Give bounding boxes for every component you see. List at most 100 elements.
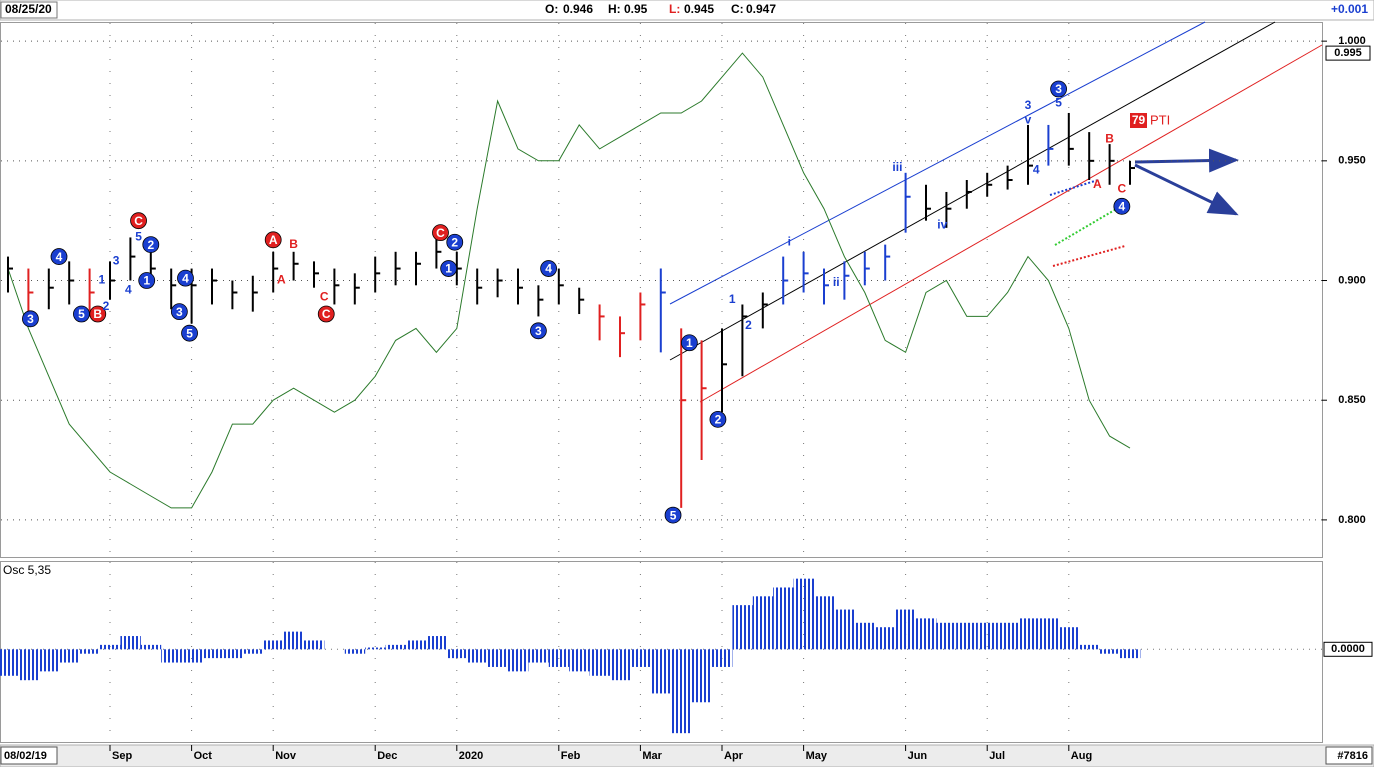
upper-channel <box>669 21 1206 305</box>
y-tick-label: 0.800 <box>1338 514 1366 526</box>
wave-label: 5 <box>135 230 142 244</box>
osc-bar <box>467 649 488 663</box>
wave-label: 3 <box>176 305 183 319</box>
wave-label: ii <box>833 275 840 289</box>
wave-label: 2 <box>147 238 154 252</box>
y-tick-label: 1.000 <box>1338 35 1366 47</box>
wave-label: 3 <box>113 254 120 268</box>
y-tick-label: 0.850 <box>1338 394 1366 406</box>
wave-label: B <box>289 237 298 251</box>
open-value: 0.946 <box>563 2 593 16</box>
pti-box <box>1130 113 1147 128</box>
wave-circle <box>440 260 458 277</box>
osc-bar <box>79 649 100 654</box>
osc-bar <box>630 649 651 667</box>
x-tick-label: Mar <box>642 750 662 762</box>
wave-label: 4 <box>56 250 63 264</box>
wave-circle <box>664 506 682 524</box>
wave-label: A <box>1093 177 1102 191</box>
wave-circle <box>22 310 39 328</box>
last-price-box <box>1325 45 1371 61</box>
osc-bar <box>263 640 284 650</box>
pti-label: PTI <box>1150 112 1170 127</box>
wave-label: 1 <box>445 262 452 276</box>
osc-bar <box>814 596 835 650</box>
osc-bar <box>1018 618 1039 650</box>
start-date-box <box>0 746 58 765</box>
osc-bar <box>977 622 998 650</box>
x-tick-label: Jun <box>908 750 928 762</box>
wave-label: C <box>134 214 143 228</box>
bar-count: #7816 <box>1337 750 1368 762</box>
wave-label: 2 <box>745 318 752 332</box>
osc-bar <box>691 649 712 703</box>
osc-bar <box>508 649 529 672</box>
projection-blue <box>1049 179 1099 196</box>
wave-circle <box>89 305 107 323</box>
price-panel <box>0 22 1323 558</box>
osc-bar <box>1038 618 1059 650</box>
wave-circle <box>170 303 188 321</box>
wave-label: C <box>320 289 329 303</box>
wave-circle <box>50 248 68 265</box>
wave-label: 2 <box>103 299 110 313</box>
osc-bar <box>732 605 753 650</box>
wave-circle <box>709 410 727 428</box>
wave-label: 5 <box>186 326 193 340</box>
osc-bar <box>446 649 468 659</box>
header-change: +0.001 <box>1331 2 1368 16</box>
wave-label: 2 <box>451 235 458 249</box>
wave-label: 5 <box>78 307 85 321</box>
x-tick-label: Jul <box>989 750 1005 762</box>
wave-label: 4 <box>125 282 132 296</box>
osc-bar <box>365 647 386 650</box>
osc-bar <box>1058 627 1080 650</box>
wave-circle <box>138 272 156 289</box>
wave-label: 5 <box>670 508 677 522</box>
projection-green <box>1054 207 1119 246</box>
wave-label: v <box>1025 112 1032 126</box>
osc-bar <box>304 640 325 650</box>
lower-channel <box>699 44 1323 403</box>
wave-label: 1 <box>729 292 736 306</box>
wave-label: iii <box>892 160 902 174</box>
wave-label: C <box>322 307 331 321</box>
x-tick-label: Feb <box>561 750 581 762</box>
wave-label: C <box>1118 182 1127 196</box>
osc-bar <box>140 644 162 650</box>
osc-bar <box>997 622 1018 650</box>
wave-label: i <box>788 234 791 248</box>
wave-label: A <box>277 273 286 287</box>
close-label: C: <box>731 2 744 16</box>
x-tick-label: Aug <box>1071 750 1092 762</box>
osc-bar <box>181 649 202 663</box>
wave-label: B <box>93 307 102 321</box>
wave-label: A <box>269 233 278 247</box>
osc-bar <box>202 649 223 659</box>
wave-label: 3 <box>27 312 34 326</box>
wave-circle <box>181 324 198 342</box>
osc-bar <box>936 622 957 650</box>
oscillator-title: Osc 5,35 <box>3 563 51 577</box>
wave-label: 4 <box>1033 163 1040 177</box>
osc-bar <box>38 649 60 672</box>
osc-bar <box>406 640 427 650</box>
osc-bar <box>712 649 733 667</box>
last-price-label: 0.995 <box>1334 47 1362 59</box>
osc-bar <box>916 618 937 650</box>
osc-bar <box>1120 649 1141 659</box>
wave-circle <box>432 224 449 242</box>
y-tick-label: 0.950 <box>1338 155 1366 167</box>
osc-bar <box>548 649 570 667</box>
osc-bar <box>671 649 692 734</box>
wave-label: 3 <box>535 324 542 338</box>
osc-bar <box>161 649 182 663</box>
osc-bar <box>589 649 610 676</box>
relative-line <box>7 52 1131 509</box>
osc-bar <box>528 649 549 663</box>
wave-label: B <box>1105 131 1114 145</box>
wave-label: 1 <box>98 273 105 287</box>
high-value: 0.95 <box>624 2 648 16</box>
bar-count-box <box>1325 746 1373 765</box>
